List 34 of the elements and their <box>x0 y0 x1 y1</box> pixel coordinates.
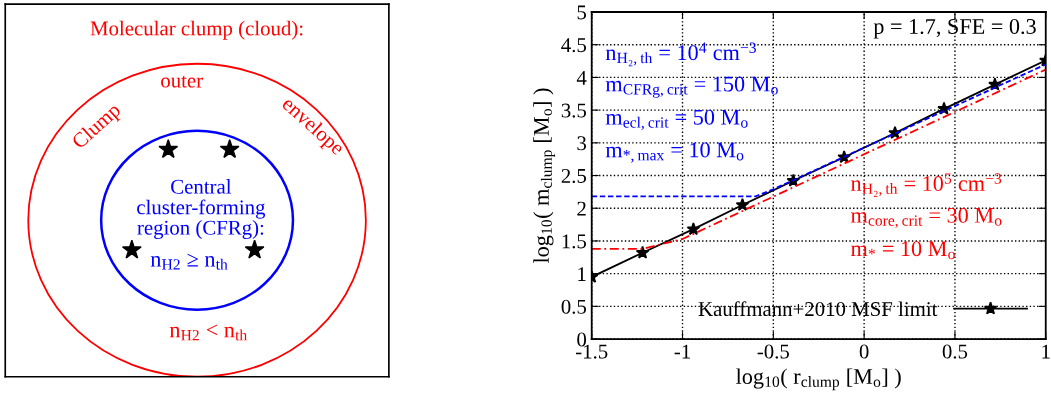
y-tick-label: 3 <box>577 136 587 151</box>
y-tick-label: 4.5 <box>561 38 587 53</box>
x-tick-label: 1 <box>1042 344 1050 359</box>
point <box>735 197 750 211</box>
y-tick-label: 0.5 <box>561 299 587 314</box>
annotation: p = 1.7, SFE = 0.3 <box>873 18 1036 39</box>
text: n$_{H2}$ ≥ n$_{th}$ <box>150 253 228 270</box>
x-tick-label: 0.5 <box>942 344 968 359</box>
y-tick-label: 2.5 <box>561 168 587 184</box>
annotation: m$_{*,max}$ = 10 M$_{o}$ <box>605 142 744 163</box>
text: Molecular clump (cloud): <box>90 20 303 40</box>
y-tick-label: 1.5 <box>562 234 587 249</box>
annotation: m$_{*}$ = 10 M$_{o}$ <box>850 241 955 260</box>
y-axis-title: log$_{10}$( m$_{clump}$ [M$_{o}$] ) <box>533 88 556 264</box>
annotation: m$_{CFRg,crit}$ = 150 M$_{o}$ <box>605 76 778 98</box>
text: Central cluster-forming region (CFRg): <box>137 179 266 240</box>
annotation: m$_{core,crit}$ = 30 M$_{o}$ <box>850 207 1002 229</box>
text: outer <box>161 75 203 88</box>
y-tick-label: 5 <box>577 5 587 20</box>
annotation: n$_{H₂,th}$ = 10$^{4}$ cm$^{−3}$ <box>605 42 756 67</box>
y-tick-label: 4 <box>576 70 587 85</box>
x-axis-title: log$_{10}$( r$_{clump}$ [M$_{o}$] ) <box>736 368 901 391</box>
annotation: m$_{ecl,crit}$ = 50 M$_{o}$ <box>605 109 748 130</box>
legend-label: Kauffmann+2010 MSF limit <box>698 301 938 317</box>
annotation: n$_{H₂,th}$ = 10$^{5}$ cm$^{−3}$ <box>851 173 1002 198</box>
point <box>635 245 650 259</box>
x-tick-label: -0.5 <box>757 344 789 359</box>
y-tick-label: 3.5 <box>561 103 587 118</box>
x-tick-label: -1 <box>674 344 690 359</box>
point <box>686 222 701 236</box>
y-tick-label: 1 <box>578 267 586 281</box>
text: n$_{H2}$ < n$_{th}$ <box>169 324 247 341</box>
y-tick-label: 2 <box>577 201 586 216</box>
x-tick-label: 0 <box>859 344 869 359</box>
